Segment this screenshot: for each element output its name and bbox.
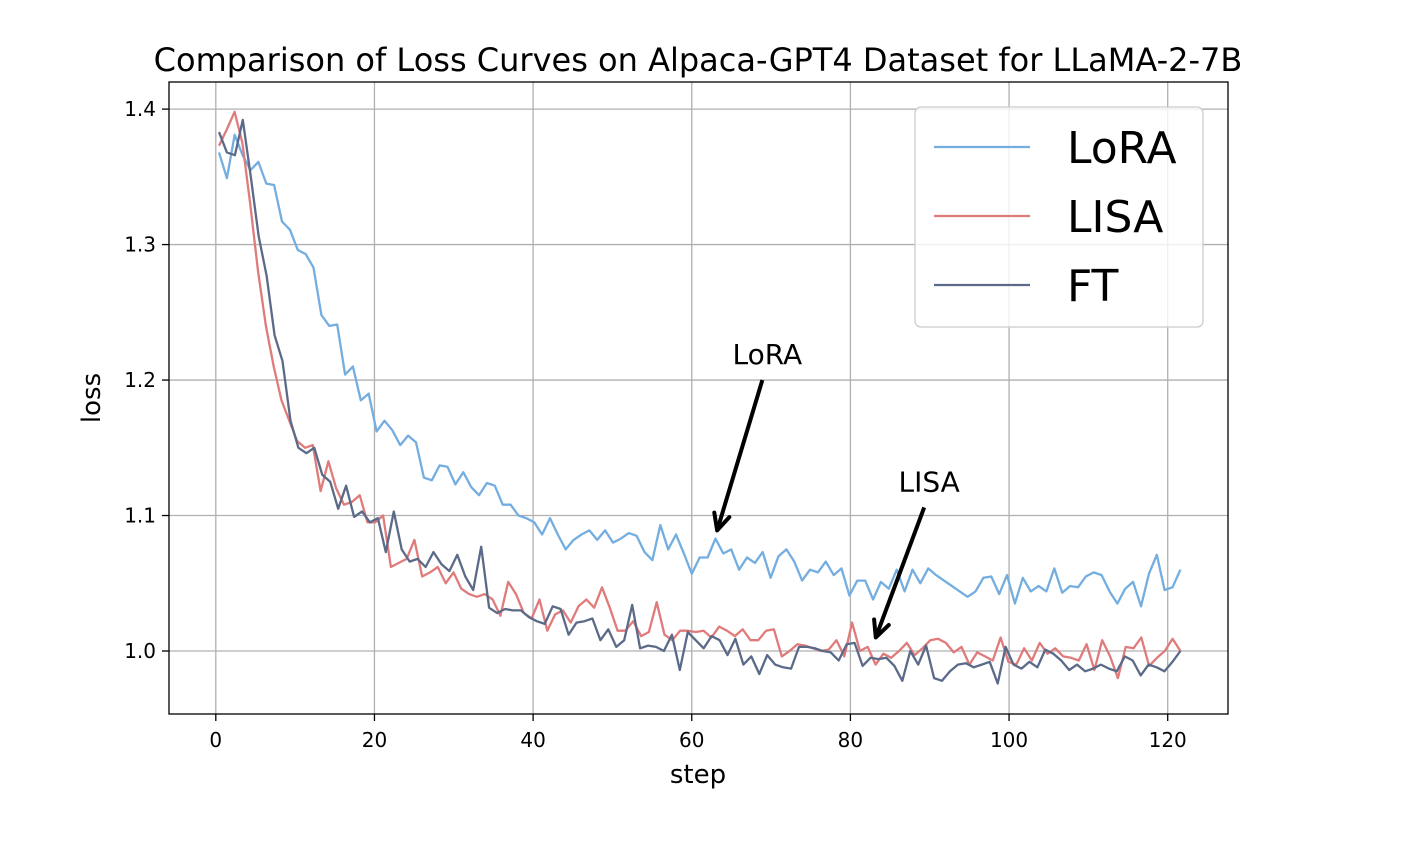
y-tick-label: 1.2 xyxy=(124,368,156,392)
x-tick-label: 100 xyxy=(990,728,1028,752)
axis-ticks: 0 20 40 60 80 100 120 1.0 1.1 1.2 1.3 1.4 xyxy=(124,97,1187,752)
plot-frame xyxy=(168,81,1229,715)
annotation-arrow-shaft xyxy=(715,379,765,532)
y-tick-label: 1.0 xyxy=(124,639,156,663)
x-tick-label: 80 xyxy=(838,728,863,752)
x-tick-label: 0 xyxy=(209,728,222,752)
annotation-label-lora: LoRA xyxy=(732,338,802,371)
legend-label-ft: FT xyxy=(1067,261,1119,312)
x-tick-label: 60 xyxy=(679,728,704,752)
x-axis-label: step xyxy=(670,760,726,790)
series-line-ft xyxy=(217,118,1182,685)
annotation-arrow-head xyxy=(872,617,891,640)
legend: LoRA LISA FT xyxy=(914,106,1204,328)
y-tick-label: 1.3 xyxy=(124,233,156,257)
annotation-arrow-shaft xyxy=(873,506,927,639)
x-tick-label: 120 xyxy=(1149,728,1187,752)
y-tick-label: 1.1 xyxy=(124,504,156,528)
series-lines xyxy=(217,110,1182,685)
annotation-arrow-head xyxy=(712,510,732,533)
x-tick-label: 40 xyxy=(520,728,545,752)
chart-title: Comparison of Loss Curves on Alpaca-GPT4… xyxy=(154,41,1243,79)
y-tick-label: 1.4 xyxy=(124,97,156,121)
legend-label-lora: LoRA xyxy=(1067,123,1177,174)
series-line-lora xyxy=(217,133,1182,608)
annotation-label-lisa: LISA xyxy=(899,465,960,498)
x-tick-label: 20 xyxy=(362,728,387,752)
legend-box xyxy=(914,106,1204,328)
annotations: LoRA LISA xyxy=(712,338,960,640)
y-axis-label: loss xyxy=(77,373,107,423)
legend-label-lisa: LISA xyxy=(1067,192,1163,243)
